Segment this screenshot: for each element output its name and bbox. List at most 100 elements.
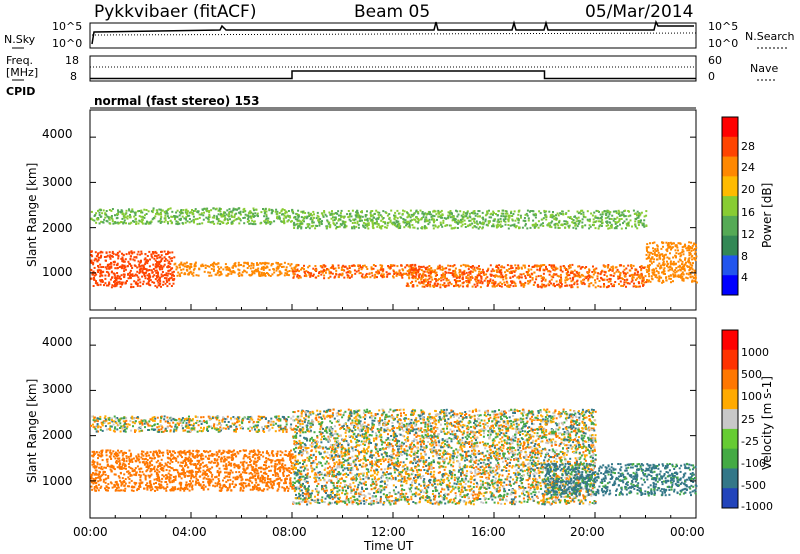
data-pixel [432,210,435,213]
data-pixel [110,209,113,212]
data-pixel [437,209,440,212]
data-pixel [331,264,334,267]
data-pixel [304,212,307,214]
data-pixel [550,275,553,278]
data-pixel [111,218,114,221]
data-pixel [599,220,602,223]
data-pixel [268,458,271,461]
data-pixel [181,215,184,218]
data-pixel [406,273,409,276]
data-pixel [355,211,358,214]
data-pixel [616,216,619,219]
data-pixel [191,209,193,211]
data-pixel [263,481,266,484]
data-pixel [94,257,97,260]
data-pixel [109,449,112,452]
data-pixel [222,484,225,487]
data-pixel [555,218,558,221]
data-pixel [218,207,221,210]
data-pixel [208,461,211,464]
data-pixel [164,273,167,276]
data-pixel [311,221,314,224]
data-pixel [689,273,692,276]
data-pixel [421,276,424,279]
data-pixel [282,217,285,220]
data-pixel [294,218,297,221]
data-pixel [548,210,551,213]
data-pixel [152,452,155,455]
data-pixel [130,489,133,492]
data-pixel [625,281,628,284]
data-pixel [380,273,383,276]
data-pixel [168,450,171,453]
data-pixel [684,258,686,261]
data-pixel [148,221,151,224]
data-pixel [252,213,255,216]
data-pixel [280,459,283,462]
data-pixel [304,215,307,218]
data-pixel [137,276,140,279]
freq-unit-label: [MHz] [6,66,39,79]
data-pixel [512,285,515,288]
data-pixel [170,454,173,457]
data-pixel [136,489,139,492]
data-pixel [110,286,113,289]
data-pixel [121,454,124,457]
data-pixel [488,216,491,219]
data-pixel [257,467,260,470]
data-pixel [552,215,555,218]
data-pixel [265,221,268,224]
data-pixel [669,268,671,271]
data-pixel [456,275,459,278]
data-pixel [567,270,569,273]
data-pixel [272,268,275,271]
data-pixel [461,223,464,226]
data-pixel [500,271,503,274]
data-pixel [164,462,167,465]
data-pixel [161,268,164,271]
data-pixel [606,221,609,224]
data-pixel [571,221,574,224]
data-pixel [173,215,176,217]
data-pixel [203,211,205,214]
data-pixel [227,219,229,222]
data-pixel [222,464,225,467]
data-pixel [203,464,206,467]
data-pixel [147,269,150,272]
data-pixel [634,212,637,215]
data-pixel [603,283,605,285]
data-pixel [300,210,303,213]
data-pixel [100,465,103,468]
data-pixel [115,278,117,281]
data-pixel [420,217,423,220]
data-pixel [474,278,477,281]
data-pixel [225,274,228,277]
data-pixel [157,220,160,223]
data-pixel [155,255,158,258]
data-pixel [442,219,445,222]
data-pixel [502,215,505,218]
data-pixel [120,257,123,260]
data-pixel [278,462,281,465]
data-pixel [651,271,654,274]
data-pixel [369,219,372,222]
data-pixel [510,270,513,273]
data-pixel [462,281,465,284]
data-pixel [216,453,219,455]
data-pixel [239,219,242,222]
data-pixel [425,213,428,216]
data-pixel [217,463,220,466]
data-pixel [529,210,532,212]
data-pixel [90,485,93,488]
data-pixel [251,219,254,222]
data-pixel [659,266,662,269]
data-pixel [404,266,407,269]
data-pixel [440,274,443,277]
data-pixel [193,265,196,268]
data-pixel [178,475,181,478]
data-pixel [586,210,589,213]
data-pixel [461,276,464,279]
data-pixel [149,489,152,492]
data-pixel [400,216,403,219]
data-pixel [142,268,145,271]
